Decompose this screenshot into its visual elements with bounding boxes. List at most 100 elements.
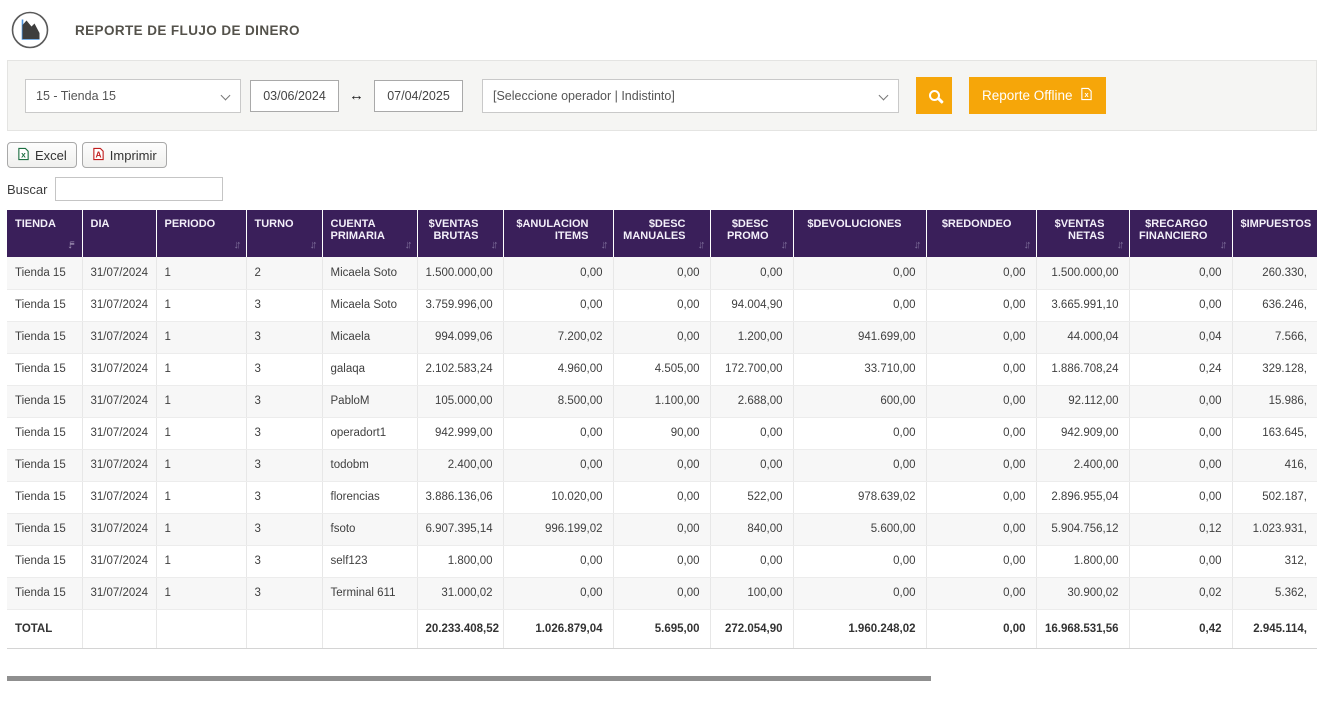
cell: 994.099,06 [417,321,504,354]
table-row[interactable]: Tienda 15 31/07/2024 1 3 fsoto 6.907.395,14 99… [7,513,1317,546]
cell: 1.800,00 [417,545,504,578]
store-select-value: 15 - Tienda 15 [36,88,116,103]
table-row[interactable]: Tienda 15 31/07/2024 1 3 todobm 2.400,00 0,00 0… [7,449,1317,482]
cell: 1 [156,385,247,418]
table-row[interactable]: Tienda 15 31/07/2024 1 3 florencias 3.886.136… [7,481,1317,514]
column-header-9[interactable]: $DEVOLUCIONES ↓↑ [793,210,927,257]
table-row[interactable]: Tienda 15 31/07/2024 1 3 self123 1.800,00 0,00… [7,545,1317,578]
cell: 3 [246,353,323,386]
cell: 0,00 [503,449,614,482]
report-offline-button[interactable]: Reporte Offline x [969,77,1106,114]
table-row[interactable]: Tienda 15 31/07/2024 1 2 Micaela Soto 1.500.0… [7,257,1317,290]
cell: 2 [246,257,323,290]
cell: Micaela Soto [322,289,418,322]
cell: 502.187, [1232,481,1317,514]
cell: 0,00 [926,353,1037,386]
cell: 3 [246,289,323,322]
cell: 1 [156,321,247,354]
cell: Tienda 15 [7,513,83,546]
date-from-input[interactable] [250,79,339,112]
table-search-row: Buscar [7,177,1317,201]
table-row[interactable]: Tienda 15 31/07/2024 1 3 Terminal 611 31.000,… [7,577,1317,610]
column-header-8[interactable]: $DESC PROMO ↓↑ [710,210,794,257]
cell: 996.199,02 [503,513,614,546]
cell: 31/07/2024 [82,481,157,514]
column-header-13[interactable]: $IMPUESTOS [1232,210,1317,257]
cell: 1.800,00 [1036,545,1130,578]
table-row[interactable]: Tienda 15 31/07/2024 1 3 operadort1 942.999,0… [7,417,1317,450]
date-to-input[interactable] [374,79,463,112]
print-button[interactable]: A Imprimir [81,142,167,168]
column-header-5[interactable]: $VENTAS BRUTAS ↓↑ [417,210,504,257]
search-button[interactable] [916,77,952,114]
cell: Tienda 15 [7,481,83,514]
column-header-7[interactable]: $DESC MANUALES ↓↑ [613,210,711,257]
cell: 2.400,00 [1036,449,1130,482]
operator-select[interactable]: [Seleccione operador | Indistinto] [482,78,899,113]
column-header-6[interactable]: $ANULACION ITEMS ↓↑ [503,210,614,257]
table-row[interactable]: Tienda 15 31/07/2024 1 3 Micaela Soto 3.759.9… [7,289,1317,322]
excel-file-icon: x [17,147,30,164]
cell: 0,00 [710,417,794,450]
column-header-11[interactable]: $VENTAS NETAS ↓↑ [1036,210,1130,257]
cell: 1.886.708,24 [1036,353,1130,386]
cell: 0,00 [710,257,794,290]
cell: operadort1 [322,417,418,450]
search-label: Buscar [7,181,48,197]
total-cell: 0,00 [926,608,1037,649]
total-cell [246,608,323,649]
cell: 0,00 [926,481,1037,514]
svg-text:x: x [21,149,26,159]
column-header-4[interactable]: CUENTA PRIMARIA ↓↑ [322,210,418,257]
column-header-2[interactable]: PERIODO ↓↑ [156,210,247,257]
total-cell [156,608,247,649]
cell: Tienda 15 [7,289,83,322]
table-row[interactable]: Tienda 15 31/07/2024 1 3 galaqa 2.102.583,24 4… [7,353,1317,386]
cell: 31/07/2024 [82,289,157,322]
column-header-12[interactable]: $RECARGO FINANCIERO ↓↑ [1129,210,1233,257]
total-cell: 16.968.531,56 [1036,608,1130,649]
cell: 840,00 [710,513,794,546]
excel-button[interactable]: x Excel [7,142,77,168]
report-table: TIENDA ↓≡ DIA PERIODO ↓↑ TURNO ↓↑ CUENTA PRIMAR… [7,210,1317,649]
cell: 0,00 [793,577,927,610]
cell: 978.639,02 [793,481,927,514]
cell: 0,00 [1129,545,1233,578]
horizontal-scrollbar[interactable] [7,676,1317,682]
cell: 0,00 [793,289,927,322]
horizontal-scrollbar-thumb[interactable] [7,676,931,681]
column-header-1[interactable]: DIA [82,210,157,257]
total-cell: 272.054,90 [710,608,794,649]
print-button-label: Imprimir [109,147,157,163]
table-row[interactable]: Tienda 15 31/07/2024 1 3 Micaela 994.099,06 7.… [7,321,1317,354]
cell: 31/07/2024 [82,257,157,290]
cell: 0,00 [793,545,927,578]
column-header-0[interactable]: TIENDA ↓≡ [7,210,83,257]
cell: 4.960,00 [503,353,614,386]
cell: 3 [246,385,323,418]
cell: 3 [246,545,323,578]
cell: Tienda 15 [7,577,83,610]
cell: 0,00 [1129,257,1233,290]
cell: 0,00 [613,449,711,482]
cell: 0,24 [1129,353,1233,386]
sort-updown-icon: ↓↑ [490,239,499,251]
total-cell [322,608,418,649]
cell: 0,00 [926,321,1037,354]
column-header-10[interactable]: $REDONDEO ↓↑ [926,210,1037,257]
total-cell: TOTAL [7,608,83,649]
cell: 0,00 [1129,417,1233,450]
cell: 2.896.955,04 [1036,481,1130,514]
svg-text:A: A [95,149,101,159]
store-select[interactable]: 15 - Tienda 15 [25,78,241,113]
cell: 0,00 [926,449,1037,482]
cell: 2.102.583,24 [417,353,504,386]
table-search-input[interactable] [55,177,224,201]
cell: 8.500,00 [503,385,614,418]
cell: todobm [322,449,418,482]
cell: 1 [156,417,247,450]
cell: 0,00 [503,257,614,290]
cell: 0,00 [613,289,711,322]
table-row[interactable]: Tienda 15 31/07/2024 1 3 PabloM 105.000,00 8.5… [7,385,1317,418]
column-header-3[interactable]: TURNO ↓↑ [246,210,323,257]
